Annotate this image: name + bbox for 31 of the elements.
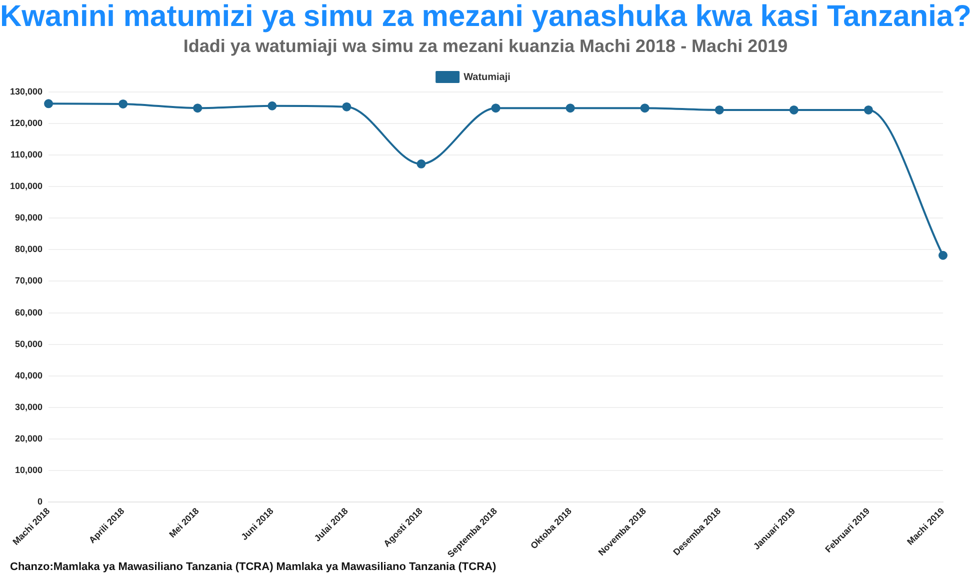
y-tick-label: 0 bbox=[38, 496, 43, 507]
chart-title: Kwanini matumizi ya simu za mezani yanashuka kwa kasi Tanzania? bbox=[0, 0, 971, 34]
point bbox=[268, 101, 277, 110]
y-tick-label: 80,000 bbox=[15, 244, 43, 254]
y-tick-label: 20,000 bbox=[15, 433, 43, 444]
point bbox=[44, 99, 54, 108]
point bbox=[938, 250, 948, 260]
point bbox=[864, 105, 873, 114]
legend-label: Watumiaji bbox=[464, 72, 511, 83]
y-tick-label: 40,000 bbox=[15, 370, 43, 380]
chart-subtitle: Idadi ya watumiaji wa simu za mezani kuanzia Machi 2018 - Machi 2019 bbox=[182, 35, 789, 58]
y-tick-label: 110,000 bbox=[10, 150, 43, 160]
point bbox=[416, 159, 426, 168]
point bbox=[342, 102, 352, 112]
y-tick-label: 130,000 bbox=[10, 86, 43, 96]
point bbox=[118, 99, 128, 108]
y-tick-label: 50,000 bbox=[15, 338, 43, 349]
point bbox=[491, 104, 500, 113]
y-tick-label: 100,000 bbox=[10, 181, 43, 192]
point bbox=[789, 105, 798, 114]
y-tick-label: 10,000 bbox=[15, 464, 43, 475]
point bbox=[714, 105, 724, 114]
y-tick-label: 120,000 bbox=[10, 118, 43, 128]
text: Chanzo:Mamlaka ya Mawasiliano Tanzania (TCRA) Mamlaka ya Mawasiliano Tanzania (TCRA) bbox=[9, 560, 498, 575]
y-tick-label: 70,000 bbox=[15, 276, 43, 286]
point bbox=[640, 104, 650, 113]
y-tick-label: 60,000 bbox=[15, 307, 43, 318]
y-tick-label: 30,000 bbox=[15, 402, 43, 412]
y-tick-label: 90,000 bbox=[15, 212, 43, 223]
point bbox=[566, 104, 575, 113]
point bbox=[193, 104, 202, 113]
